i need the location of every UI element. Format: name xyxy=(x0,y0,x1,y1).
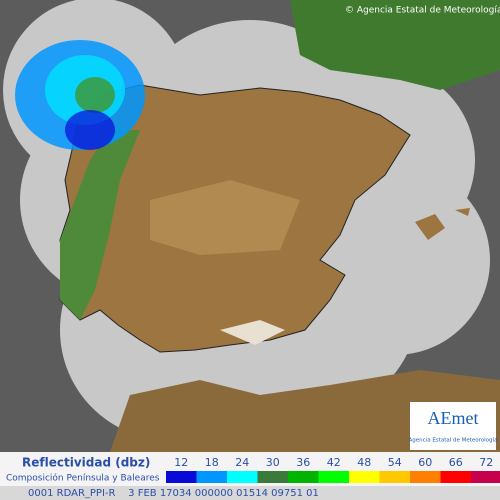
legend-value: 42 xyxy=(327,456,341,469)
legend-value: 60 xyxy=(418,456,432,469)
lowlands-west xyxy=(60,130,140,320)
legend-title: Reflectividad (dbz) xyxy=(22,456,150,470)
france xyxy=(290,0,500,90)
radar-echoes xyxy=(15,40,145,150)
legend-value: 48 xyxy=(357,456,371,469)
legend-swatch xyxy=(440,471,471,483)
sierra-nevada xyxy=(220,320,285,345)
legend: Reflectividad (dbz) Composición Penínsul… xyxy=(0,452,500,486)
legend-value: 36 xyxy=(296,456,310,469)
legend-swatch xyxy=(196,471,227,483)
menorca xyxy=(455,208,470,216)
legend-subtitle: Composición Península y Baleares xyxy=(6,473,160,484)
copyright: © Agencia Estatal de Meteorología xyxy=(345,6,500,16)
logo-caption: Agencia Estatal de Meteorología xyxy=(409,437,498,444)
legend-swatch xyxy=(257,471,288,483)
meseta xyxy=(150,180,300,255)
mallorca xyxy=(415,214,445,240)
legend-value: 30 xyxy=(266,456,280,469)
legend-value: 54 xyxy=(388,456,402,469)
legend-swatch xyxy=(227,471,258,483)
legend-value: 12 xyxy=(174,456,188,469)
legend-value: 66 xyxy=(449,456,463,469)
logo-name: AEmet xyxy=(428,408,479,428)
logo: AEmet Agencia Estatal de Meteorología xyxy=(409,402,498,450)
footer-bg xyxy=(0,486,500,500)
legend-value: 18 xyxy=(205,456,219,469)
legend-swatch xyxy=(471,471,500,483)
map: © Agencia Estatal de Meteorología xyxy=(0,0,500,452)
footer: 0001 RDAR_PPI-R 3 FEB 17034 000000 01514… xyxy=(28,488,319,499)
legend-value: 72 xyxy=(479,456,493,469)
legend-swatch xyxy=(288,471,319,483)
legend-swatch xyxy=(318,471,349,483)
legend-value: 24 xyxy=(235,456,249,469)
legend-swatch xyxy=(379,471,410,483)
legend-swatch xyxy=(349,471,380,483)
legend-swatch xyxy=(166,471,197,483)
legend-swatch xyxy=(410,471,441,483)
africa xyxy=(110,370,500,452)
logo-box xyxy=(410,402,496,450)
